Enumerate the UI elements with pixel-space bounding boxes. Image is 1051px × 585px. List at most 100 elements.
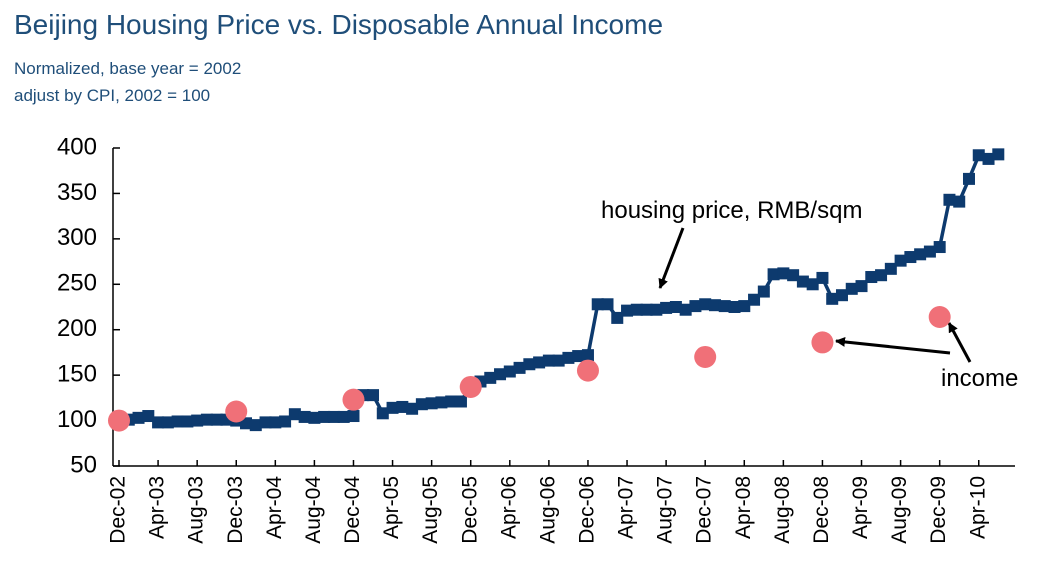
- data-point: [884, 262, 897, 275]
- data-point: [699, 298, 712, 311]
- data-point: [757, 285, 770, 298]
- data-point: [318, 410, 331, 423]
- data-point: [552, 354, 565, 367]
- data-point: [347, 410, 360, 423]
- x-tick-label: Dec-04: [341, 476, 364, 544]
- data-point: [142, 410, 155, 423]
- data-point: [992, 148, 1005, 161]
- data-point: [933, 241, 946, 254]
- data-point: [982, 152, 995, 165]
- data-point: [108, 409, 130, 432]
- x-tick-label: Aug-09: [888, 476, 911, 544]
- data-point: [367, 389, 380, 402]
- annotation-arrow: [947, 322, 972, 363]
- data-point: [161, 416, 174, 429]
- data-point: [811, 331, 834, 354]
- x-tick-label: Aug-07: [654, 476, 677, 544]
- x-tick-label: Apr-03: [146, 476, 169, 539]
- data-point: [591, 298, 604, 311]
- data-point: [459, 375, 482, 398]
- data-point: [386, 401, 399, 414]
- data-point: [298, 410, 311, 423]
- data-point: [562, 351, 575, 364]
- x-tick-label: Dec-02: [107, 476, 130, 544]
- data-point: [748, 293, 761, 306]
- data-point: [806, 278, 819, 291]
- data-point: [152, 416, 165, 429]
- x-tick-label: Aug-06: [536, 476, 559, 544]
- data-point: [181, 415, 194, 428]
- x-tick-label: Apr-06: [497, 476, 520, 539]
- x-tick-label: Apr-07: [615, 476, 638, 539]
- data-point: [621, 304, 634, 317]
- data-point: [576, 359, 599, 382]
- data-point: [816, 271, 829, 284]
- data-point: [425, 397, 438, 410]
- data-point: [767, 268, 780, 281]
- data-point: [132, 411, 145, 424]
- data-point: [484, 371, 497, 384]
- data-point: [660, 301, 673, 314]
- data-point: [708, 299, 721, 312]
- data-point: [376, 407, 389, 420]
- data-point: [694, 345, 717, 368]
- data-point: [191, 414, 204, 427]
- x-tick-label: Apr-09: [849, 476, 872, 539]
- x-tick-label: Dec-06: [576, 476, 599, 544]
- y-tick-label: 350: [57, 179, 97, 206]
- y-tick-label: 250: [57, 270, 97, 297]
- data-point: [533, 356, 546, 369]
- data-point: [640, 303, 653, 316]
- data-point: [288, 408, 301, 421]
- data-point: [572, 350, 585, 363]
- chart-subtitle: Normalized, base year = 2002: [14, 59, 241, 78]
- x-tick-label: Apr-08: [732, 476, 755, 539]
- data-point: [435, 396, 448, 409]
- data-point: [894, 254, 907, 267]
- data-point: [503, 365, 516, 378]
- annotation: income: [941, 365, 1018, 392]
- y-tick-label: 100: [57, 406, 97, 433]
- y-tick-label: 300: [57, 224, 97, 251]
- data-point: [611, 311, 624, 324]
- data-point: [962, 172, 975, 185]
- data-point: [650, 303, 663, 316]
- data-point: [601, 298, 614, 311]
- data-point: [914, 248, 927, 261]
- data-point: [787, 269, 800, 282]
- y-tick-label: 150: [57, 360, 97, 387]
- data-point: [396, 400, 409, 413]
- data-point: [796, 275, 809, 288]
- annotation-arrow: [835, 336, 951, 355]
- data-point: [337, 410, 350, 423]
- data-point: [513, 361, 526, 374]
- chart-title: Beijing Housing Price vs. Disposable Ann…: [14, 9, 663, 40]
- chart-subtitle: adjust by CPI, 2002 = 100: [14, 86, 210, 105]
- x-tick-label: Aug-08: [771, 476, 794, 544]
- y-tick-label: 50: [70, 451, 97, 478]
- x-tick-label: Dec-07: [693, 476, 716, 544]
- y-tick-label: 400: [57, 133, 97, 160]
- data-point: [494, 368, 507, 381]
- data-point: [928, 305, 951, 328]
- data-point: [855, 280, 868, 293]
- data-point: [200, 413, 213, 426]
- data-point: [523, 358, 536, 371]
- data-point: [953, 195, 966, 208]
- data-point: [689, 300, 702, 313]
- data-point: [581, 349, 594, 362]
- x-tick-label: Apr-05: [380, 476, 403, 539]
- data-point: [923, 245, 936, 258]
- data-point: [865, 271, 878, 284]
- data-point: [845, 282, 858, 295]
- x-tick-label: Dec-05: [458, 476, 481, 544]
- data-point: [777, 267, 790, 280]
- data-point: [240, 417, 253, 430]
- x-tick-label: Dec-09: [927, 476, 950, 544]
- x-tick-label: Aug-04: [302, 476, 325, 544]
- data-point: [249, 419, 262, 432]
- x-tick-label: Apr-10: [966, 476, 989, 539]
- data-point: [327, 410, 340, 423]
- data-point: [542, 354, 555, 367]
- x-tick-label: Aug-05: [419, 476, 442, 544]
